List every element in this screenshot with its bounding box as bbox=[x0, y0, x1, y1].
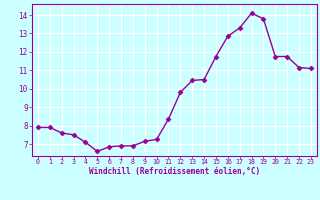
X-axis label: Windchill (Refroidissement éolien,°C): Windchill (Refroidissement éolien,°C) bbox=[89, 167, 260, 176]
